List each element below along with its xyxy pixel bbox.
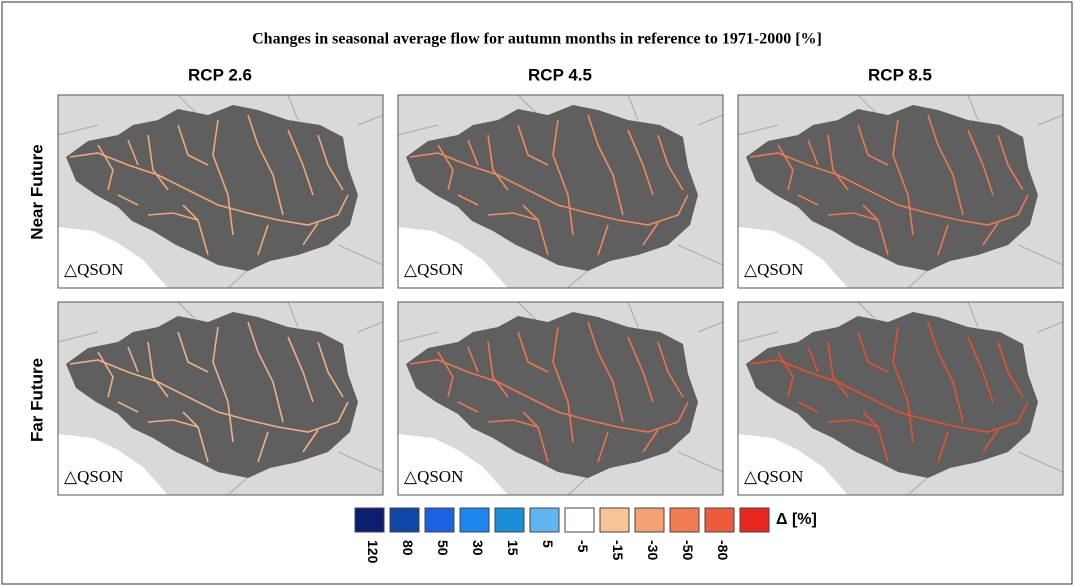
legend-label: -80 — [715, 540, 731, 560]
map-panel: △QSON — [737, 94, 1064, 289]
legend-label: -15 — [610, 540, 626, 560]
legend-swatch — [704, 507, 735, 533]
panel-label: △QSON — [64, 467, 123, 486]
legend-label: 30 — [470, 540, 486, 556]
panel-border — [397, 301, 724, 496]
title: Changes in seasonal average flow for aut… — [252, 31, 822, 48]
map-panel: △QSON — [57, 94, 384, 289]
legend-label: 5 — [540, 540, 556, 548]
panel-label: △QSON — [404, 260, 463, 279]
row-header: Far Future — [27, 358, 46, 442]
panel-label: △QSON — [64, 260, 123, 279]
legend-swatch — [389, 507, 420, 533]
legend-swatch — [424, 507, 455, 533]
panel-border — [397, 94, 724, 289]
legend-label: -30 — [645, 540, 661, 560]
legend-swatch — [599, 507, 630, 533]
panel-border — [737, 94, 1064, 289]
panel-border — [57, 94, 384, 289]
panel-label: △QSON — [744, 260, 803, 279]
map-panel: △QSON — [737, 301, 1064, 496]
legend-swatch — [494, 507, 525, 533]
panel-label: △QSON — [744, 467, 803, 486]
legend: Δ [%] 120 80 50 30 15 5 -5 -15 -30 -50 -80 — [354, 507, 817, 564]
row-header: Near Future — [27, 144, 46, 239]
map-panel: △QSON — [397, 94, 724, 289]
legend-label: 50 — [435, 540, 451, 556]
panel-border — [737, 301, 1064, 496]
map-panel: △QSON — [397, 301, 724, 496]
column-header: RCP 2.6 — [188, 65, 252, 84]
legend-label: -5 — [575, 540, 591, 553]
column-header: RCP 4.5 — [528, 65, 592, 84]
column-header: RCP 8.5 — [868, 65, 932, 84]
legend-label: -50 — [680, 540, 696, 560]
legend-swatch — [634, 507, 665, 533]
panel-label: △QSON — [404, 467, 463, 486]
legend-swatch — [564, 507, 595, 533]
legend-label: 15 — [505, 540, 521, 556]
legend-swatch — [739, 507, 770, 533]
legend-swatch — [354, 507, 385, 533]
legend-swatch — [669, 507, 700, 533]
legend-title: Δ [%] — [776, 511, 817, 528]
map-panel: △QSON — [57, 301, 384, 496]
legend-label: 120 — [365, 540, 381, 564]
panel-border — [57, 301, 384, 496]
legend-swatch — [459, 507, 490, 533]
panels: △QSON △QSON △QSON △QSON △QSON △QSON — [57, 94, 1064, 496]
legend-swatch — [529, 507, 560, 533]
legend-label: 80 — [400, 540, 416, 556]
